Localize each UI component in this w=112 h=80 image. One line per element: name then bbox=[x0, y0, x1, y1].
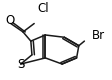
Text: Br: Br bbox=[92, 29, 104, 42]
Text: O: O bbox=[5, 14, 14, 27]
Text: S: S bbox=[17, 58, 24, 71]
Text: Cl: Cl bbox=[37, 2, 48, 15]
